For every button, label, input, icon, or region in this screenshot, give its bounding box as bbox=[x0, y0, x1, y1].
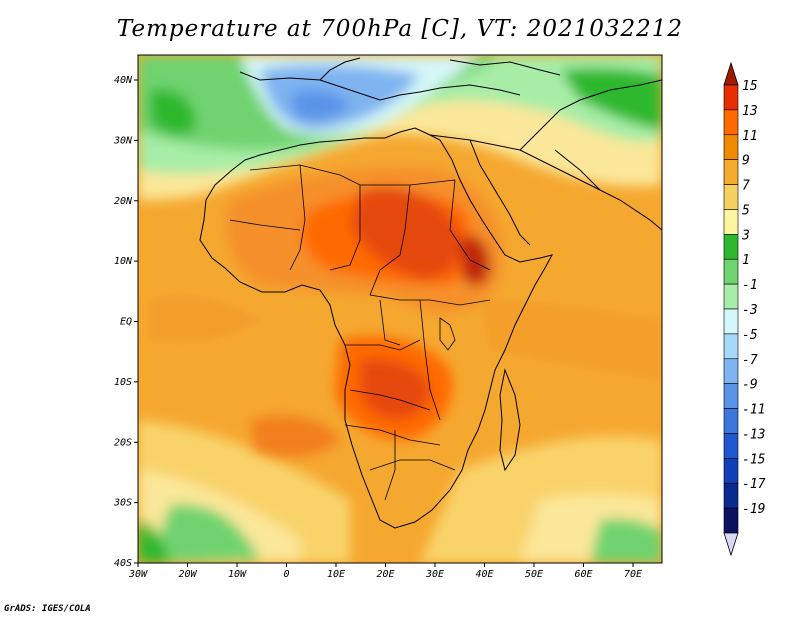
coastlines bbox=[199, 57, 662, 529]
colorbar-swatch bbox=[723, 159, 739, 185]
colorbar-swatch bbox=[723, 209, 739, 235]
credit-text: GrADS: IGES/COLA bbox=[4, 604, 91, 614]
colorbar-swatch bbox=[723, 408, 739, 434]
colorbar-label: -9 bbox=[742, 378, 758, 393]
lon-label: 10W bbox=[228, 569, 247, 580]
colorbar-top-arrow bbox=[723, 61, 739, 86]
colorbar-label: -3 bbox=[742, 303, 758, 318]
lat-label: EQ bbox=[120, 317, 132, 328]
country-borders bbox=[229, 164, 491, 501]
colorbar-swatch bbox=[723, 458, 739, 484]
colorbar-swatch bbox=[723, 84, 739, 111]
colorbar-label: 3 bbox=[741, 228, 750, 243]
colorbar-swatch bbox=[723, 234, 739, 260]
lon-label: 50E bbox=[525, 569, 543, 580]
colorbar-swatch bbox=[723, 358, 739, 384]
colorbar-swatch bbox=[723, 383, 739, 409]
lon-label: 30E bbox=[425, 569, 444, 580]
colorbar-label: -7 bbox=[742, 353, 758, 368]
colorbar: 15 13 11 9 7 5 3 1 -1 -3 -5 -7 -9 -11 -13 -15 -17 -19 bbox=[723, 61, 766, 557]
colorbar-swatch bbox=[723, 283, 739, 310]
lon-label: 30W bbox=[128, 569, 148, 580]
lat-label: 10N bbox=[114, 256, 133, 267]
colorbar-label: -13 bbox=[742, 427, 765, 442]
colorbar-swatch bbox=[723, 109, 739, 136]
colorbar-label: 13 bbox=[742, 104, 758, 119]
longitude-axis: 30W 20W 10W 0 10E 20E 30E 40E 50E 60E 70E bbox=[128, 563, 642, 580]
colorbar-swatch bbox=[723, 184, 739, 210]
colorbar-swatch bbox=[723, 333, 739, 360]
lat-label: 20S bbox=[114, 437, 132, 448]
colorbar-label: 11 bbox=[742, 129, 758, 144]
colorbar-swatch bbox=[723, 134, 739, 160]
colorbar-label: 1 bbox=[742, 253, 750, 268]
colorbar-swatch bbox=[723, 258, 739, 285]
temperature-field bbox=[138, 55, 662, 563]
lat-label: 20N bbox=[114, 196, 133, 207]
lon-label: 70E bbox=[624, 569, 642, 580]
colorbar-label: 9 bbox=[742, 154, 750, 169]
lon-label: 20W bbox=[178, 569, 197, 580]
lon-label: 10E bbox=[327, 569, 345, 580]
lat-label: 10S bbox=[114, 377, 132, 388]
latitude-axis: 40N 30N 20N 10N EQ 10S 20S 30S 40S bbox=[113, 75, 138, 569]
colorbar-label: -17 bbox=[742, 477, 766, 492]
colorbar-label: 7 bbox=[742, 179, 750, 194]
colorbar-label: -15 bbox=[742, 452, 766, 467]
map-frame bbox=[137, 54, 663, 564]
lon-label: 40E bbox=[475, 569, 493, 580]
colorbar-label: -11 bbox=[742, 403, 765, 418]
colorbar-bottom-arrow bbox=[723, 532, 739, 557]
colorbar-swatch bbox=[723, 482, 739, 509]
lat-label: 30N bbox=[113, 135, 133, 146]
lon-label: 60E bbox=[574, 569, 592, 580]
lon-label: 0 bbox=[283, 569, 289, 580]
lat-label: 40N bbox=[114, 75, 133, 86]
colorbar-swatch bbox=[723, 507, 739, 534]
colorbar-label: -1 bbox=[742, 278, 758, 293]
colorbar-label: -19 bbox=[742, 502, 765, 517]
colorbar-label: 5 bbox=[742, 203, 750, 218]
colorbar-label: 15 bbox=[742, 79, 758, 94]
lat-label: 30S bbox=[113, 498, 132, 509]
colorbar-swatch bbox=[723, 308, 739, 335]
colorbar-label: -5 bbox=[742, 328, 758, 343]
lat-label: 40S bbox=[114, 558, 132, 569]
chart-title: Temperature at 700hPa [C], VT: 202103221… bbox=[116, 16, 684, 42]
lon-label: 20E bbox=[376, 569, 394, 580]
colorbar-swatch bbox=[723, 433, 739, 459]
